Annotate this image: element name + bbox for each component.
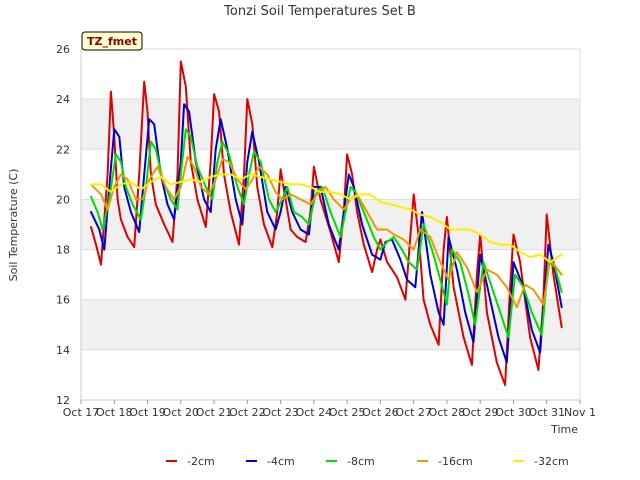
x-tick-label: Oct 29 [462, 406, 499, 419]
plot-band [81, 99, 580, 150]
x-tick-label: Oct 21 [196, 406, 233, 419]
y-tick-label: 14 [56, 344, 70, 357]
station-badge-box [81, 31, 143, 51]
x-tick-label: Oct 23 [262, 406, 299, 419]
station-badge: TZ_fmet [81, 31, 143, 51]
x-tick-label: Oct 25 [329, 406, 366, 419]
grid-lines [80, 48, 581, 401]
x-tick-label: Oct 28 [429, 406, 466, 419]
legend-label: -2cm [187, 455, 215, 468]
x-tick-label: Oct 30 [495, 406, 532, 419]
series-lines [90, 60, 563, 386]
x-tick-label: Oct 20 [163, 406, 200, 419]
x-tick-label: Oct 17 [63, 406, 100, 419]
y-tick-label: 20 [56, 193, 70, 206]
y-tick-label: 24 [56, 93, 70, 106]
y-axis-label: Soil Temperature (C) [7, 169, 20, 282]
legend: -2cm -4cm -8cm -16cm -32cm [166, 455, 569, 468]
station-badge-label: TZ_fmet [87, 35, 137, 48]
legend-label: -8cm [347, 455, 375, 468]
legend-label: -32cm [534, 455, 569, 468]
legend-label: -16cm [438, 455, 473, 468]
x-tick-label: Oct 22 [229, 406, 266, 419]
y-tick-labels: 12 14 16 18 20 22 24 26 [56, 43, 70, 407]
plot-band [81, 299, 580, 350]
series-line-minus-32cm [90, 173, 563, 264]
y-tick-label: 22 [56, 143, 70, 156]
y-tick-label: 16 [56, 294, 70, 307]
y-tick-label: 26 [56, 43, 70, 56]
x-tick-label: Nov 1 [564, 406, 596, 419]
x-tick-label: Oct 24 [296, 406, 333, 419]
x-tick-label: Oct 19 [129, 406, 166, 419]
series-line-minus-4cm [90, 103, 563, 364]
x-tick-label: Oct 27 [395, 406, 432, 419]
x-tick-label: Oct 31 [528, 406, 565, 419]
y-tick-label: 12 [56, 394, 70, 407]
legend-label: -4cm [267, 455, 295, 468]
x-tick-label: Oct 26 [362, 406, 399, 419]
y-tick-label: 18 [56, 244, 70, 257]
x-tick-label: Oct 18 [96, 406, 133, 419]
plot-background [81, 49, 580, 400]
series-line-minus-8cm [90, 128, 563, 339]
chart-title: Tonzi Soil Temperatures Set B [223, 4, 416, 19]
x-axis-label: Time [550, 423, 578, 436]
